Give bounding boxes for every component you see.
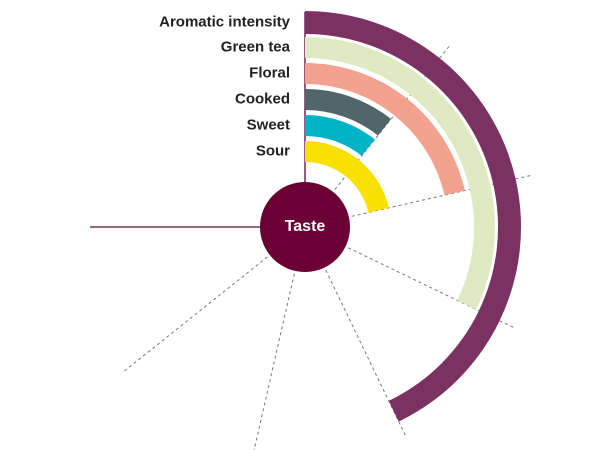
- radial-bar: [305, 141, 389, 213]
- axis-spoke: [325, 270, 407, 437]
- category-label: Green tea: [221, 38, 291, 55]
- category-label: Aromatic intensity: [159, 13, 291, 30]
- axis-spoke: [351, 174, 532, 217]
- radial-bar: [305, 89, 392, 136]
- category-label: Sweet: [247, 116, 290, 133]
- category-label: Floral: [249, 64, 290, 81]
- category-label: Cooked: [235, 90, 290, 107]
- radial-bar: [305, 37, 495, 310]
- center-label: Taste: [285, 218, 326, 235]
- radial-bar: [305, 63, 465, 196]
- center-circle: [260, 182, 350, 272]
- axis-spoke: [348, 247, 515, 329]
- axis-spoke: [123, 256, 268, 373]
- axis-spoke: [253, 273, 295, 450]
- radial-bar: [305, 115, 375, 156]
- radial-bar: [305, 11, 521, 422]
- category-label: Sour: [256, 142, 290, 159]
